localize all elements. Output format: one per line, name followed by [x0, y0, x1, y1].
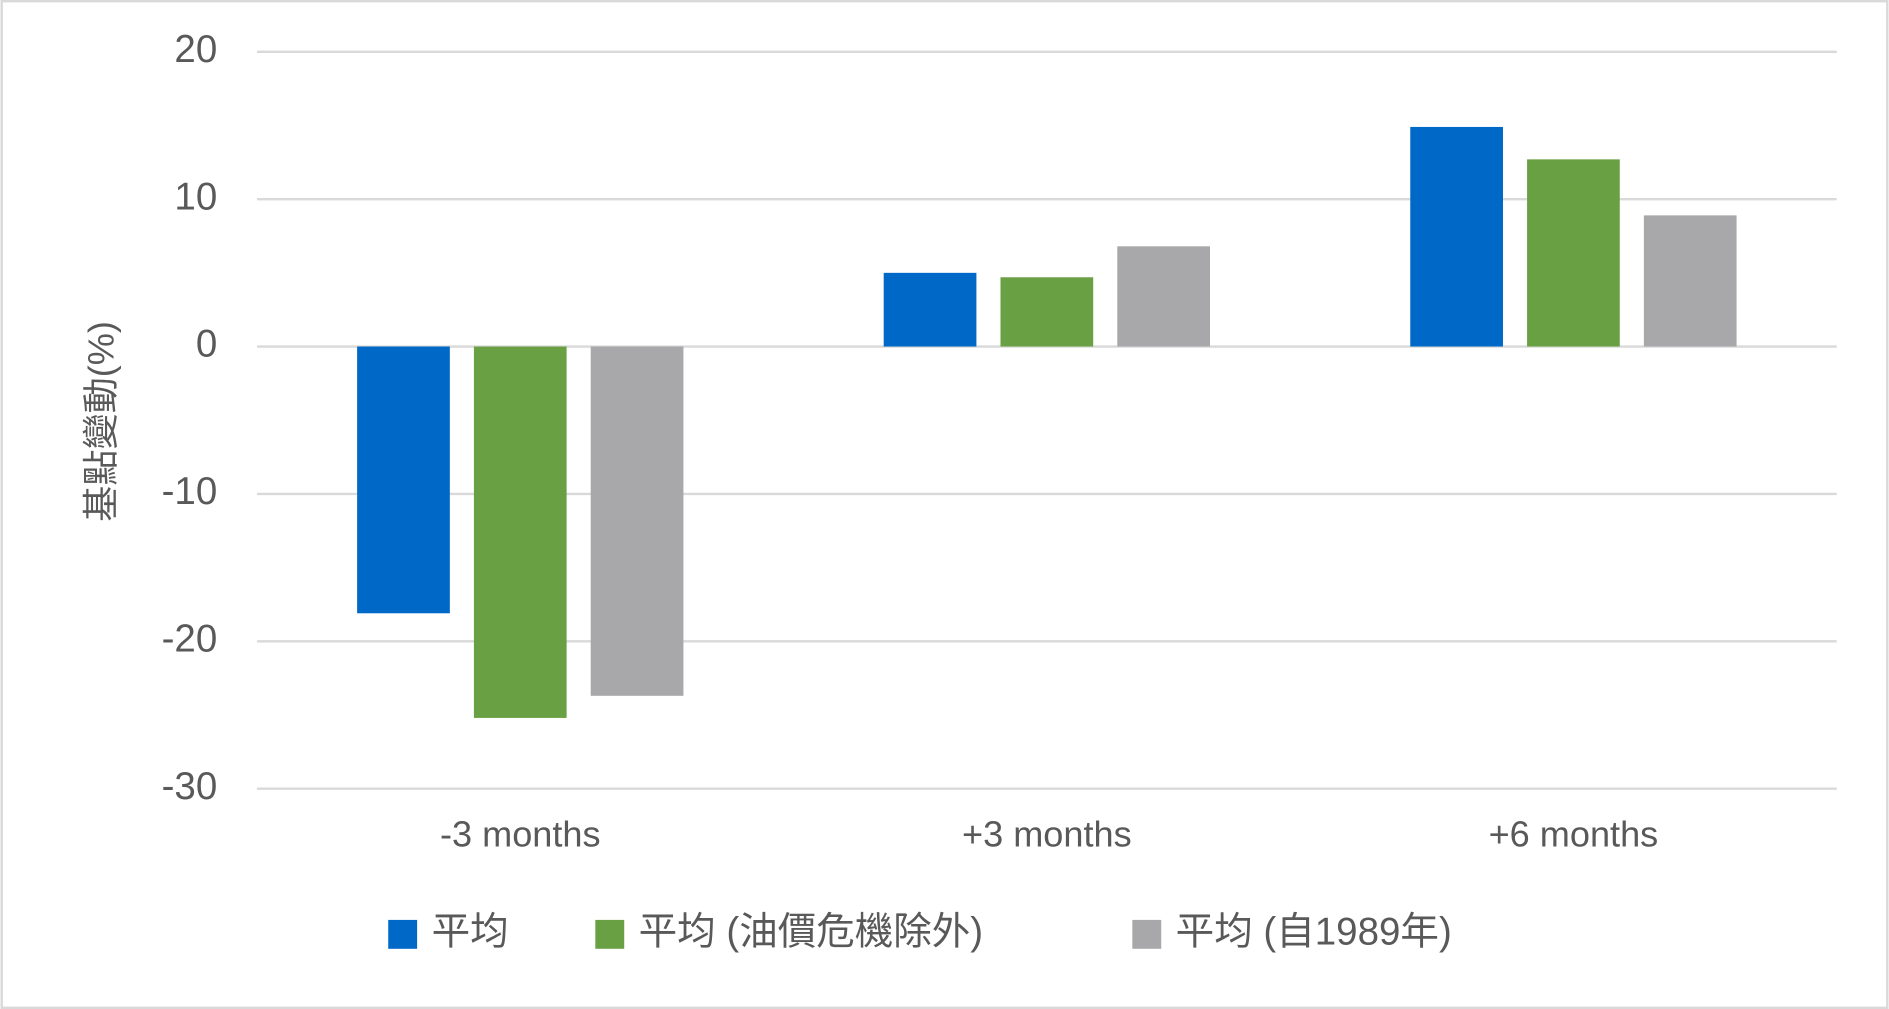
x-tick-label: -3 months: [440, 813, 601, 854]
bar: [1643, 215, 1737, 347]
bar: [883, 272, 977, 347]
legend-swatch: [595, 919, 625, 949]
x-tick-label: +3 months: [962, 813, 1132, 854]
y-tick-label: 0: [196, 323, 217, 366]
legend-label: 平均 (自1989年): [1176, 911, 1452, 954]
y-tick-label: 20: [174, 28, 217, 71]
legend-swatch: [1132, 919, 1162, 949]
x-tick-label: +6 months: [1489, 813, 1659, 854]
y-tick-label: -10: [162, 470, 218, 513]
bar: [590, 346, 684, 696]
bar: [1410, 126, 1503, 347]
y-tick-label: -20: [162, 617, 218, 660]
bar: [1117, 246, 1210, 347]
bar: [1000, 277, 1094, 347]
bar: [357, 346, 450, 614]
y-tick-label: 10: [174, 175, 217, 218]
legend-label: 平均 (油價危機除外): [639, 911, 983, 954]
legend-label: 平均: [432, 911, 509, 954]
legend-swatch: [388, 919, 418, 949]
y-axis-label: 基點變動(%): [81, 321, 122, 522]
bar: [473, 346, 567, 718]
y-tick-label: -30: [162, 765, 218, 808]
bar: [1527, 159, 1620, 347]
